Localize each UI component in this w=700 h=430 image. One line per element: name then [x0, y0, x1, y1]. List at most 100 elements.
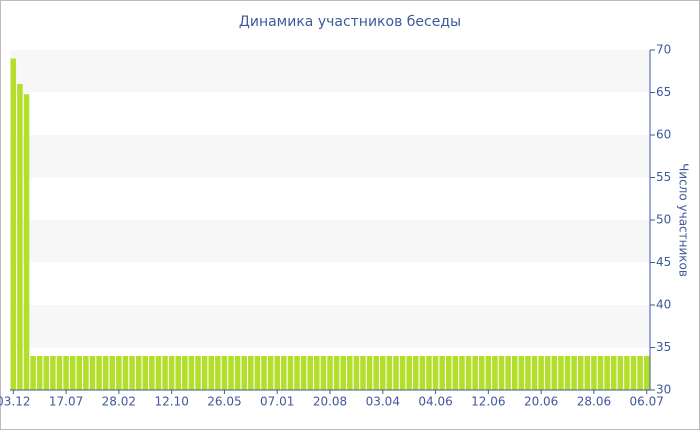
bar [637, 356, 643, 390]
y-tick-label: 45 [656, 255, 671, 269]
bar [617, 356, 624, 390]
bar [228, 356, 234, 390]
x-tick-label: 20.08 [313, 395, 347, 409]
bar [591, 356, 597, 390]
bar [380, 356, 386, 390]
y-tick-label: 40 [656, 298, 671, 312]
bar [597, 356, 604, 390]
grid-band [10, 305, 650, 348]
bar [234, 356, 241, 390]
bar [472, 356, 478, 390]
bar [551, 356, 558, 390]
grid-band [10, 50, 650, 93]
bar [129, 356, 135, 390]
x-tick-label: 12.10 [154, 395, 188, 409]
bar [109, 356, 116, 390]
bar [366, 356, 373, 390]
bar [498, 356, 505, 390]
bar [333, 356, 340, 390]
bar [287, 356, 294, 390]
bar [89, 356, 96, 390]
y-tick-label: 65 [656, 85, 671, 99]
bar [511, 356, 518, 390]
bar [445, 356, 452, 390]
bar [215, 356, 221, 390]
bar [188, 356, 195, 390]
bar [538, 356, 544, 390]
bar [630, 356, 637, 390]
grid-band [10, 220, 650, 263]
bar [122, 356, 129, 390]
bar [50, 356, 56, 390]
x-tick-label: 06.07 [630, 395, 664, 409]
bar [459, 356, 465, 390]
bar [439, 356, 445, 390]
y-tick-label: 70 [656, 43, 671, 57]
bar [353, 356, 360, 390]
bar [386, 356, 393, 390]
bar [624, 356, 630, 390]
bar [182, 356, 188, 390]
x-tick-label: 07.01 [260, 395, 294, 409]
bar [116, 356, 122, 390]
bar [307, 356, 313, 390]
bar [69, 356, 76, 390]
bar [492, 356, 498, 390]
bar [320, 356, 327, 390]
bar [261, 356, 267, 390]
bar [102, 356, 109, 390]
bar [30, 356, 36, 390]
bar [452, 356, 459, 390]
bar [142, 356, 149, 390]
bar [294, 356, 300, 390]
bar [36, 356, 43, 390]
bar [300, 356, 307, 390]
bar [248, 356, 254, 390]
chart-title: Динамика участников беседы [239, 14, 461, 30]
grid-band [10, 135, 650, 178]
x-tick-label: 03.12 [0, 395, 30, 409]
bar [327, 356, 333, 390]
bar [281, 356, 287, 390]
bar [76, 356, 83, 390]
bar [254, 356, 261, 390]
x-tick-label: 26.05 [207, 395, 241, 409]
bar [610, 356, 617, 390]
bar [360, 356, 366, 390]
bar [531, 356, 538, 390]
bar [478, 356, 485, 390]
bar [399, 356, 406, 390]
bar [419, 356, 426, 390]
y-tick-label: 60 [656, 128, 671, 142]
bar [23, 94, 30, 390]
bar [221, 356, 228, 390]
bar [340, 356, 346, 390]
bar [195, 356, 201, 390]
x-tick-label: 17.07 [49, 395, 83, 409]
bar [393, 356, 399, 390]
bar [201, 356, 208, 390]
bar [168, 356, 175, 390]
x-tick-label: 12.06 [471, 395, 505, 409]
bar [577, 356, 584, 390]
bar [432, 356, 439, 390]
x-tick-label: 28.06 [577, 395, 611, 409]
bar [241, 356, 247, 390]
bar [10, 58, 17, 390]
bar [274, 356, 280, 390]
bar [135, 356, 142, 390]
x-tick-label: 04.06 [418, 395, 452, 409]
y-axis-label: Число участников [677, 163, 691, 277]
bar [314, 356, 320, 390]
bar [584, 356, 591, 390]
bar [426, 356, 432, 390]
bar [518, 356, 525, 390]
bar [56, 356, 63, 390]
y-tick-label: 55 [656, 170, 671, 184]
bar [208, 356, 215, 390]
bar [485, 356, 492, 390]
bar [465, 356, 472, 390]
x-tick-label: 20.06 [524, 395, 558, 409]
